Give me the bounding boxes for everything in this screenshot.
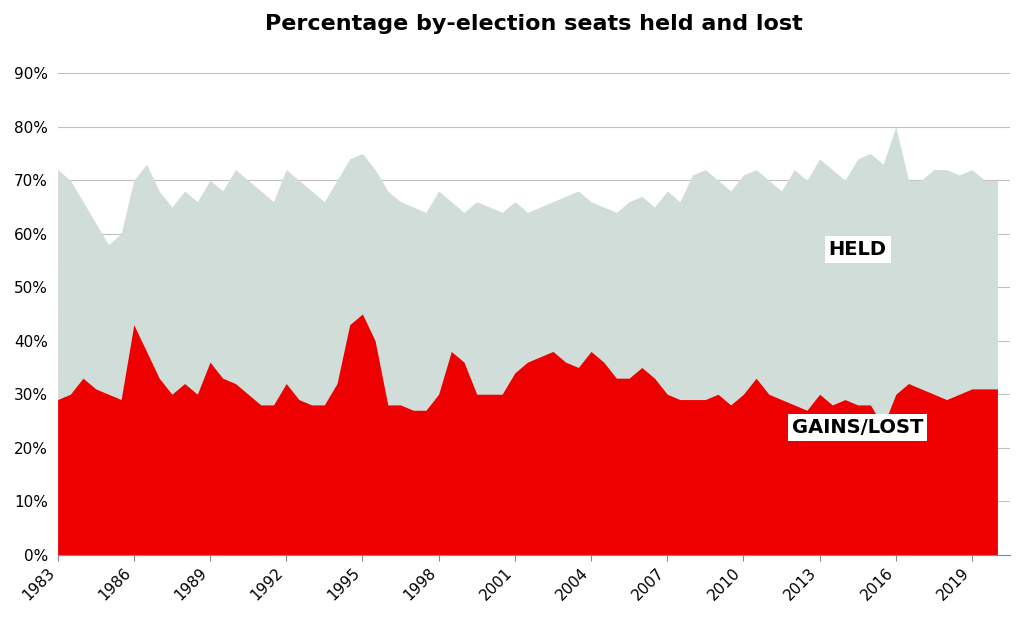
Title: Percentage by-election seats held and lost: Percentage by-election seats held and lo… bbox=[265, 14, 803, 34]
Text: GAINS/LOST: GAINS/LOST bbox=[792, 418, 924, 437]
Text: HELD: HELD bbox=[828, 240, 887, 259]
